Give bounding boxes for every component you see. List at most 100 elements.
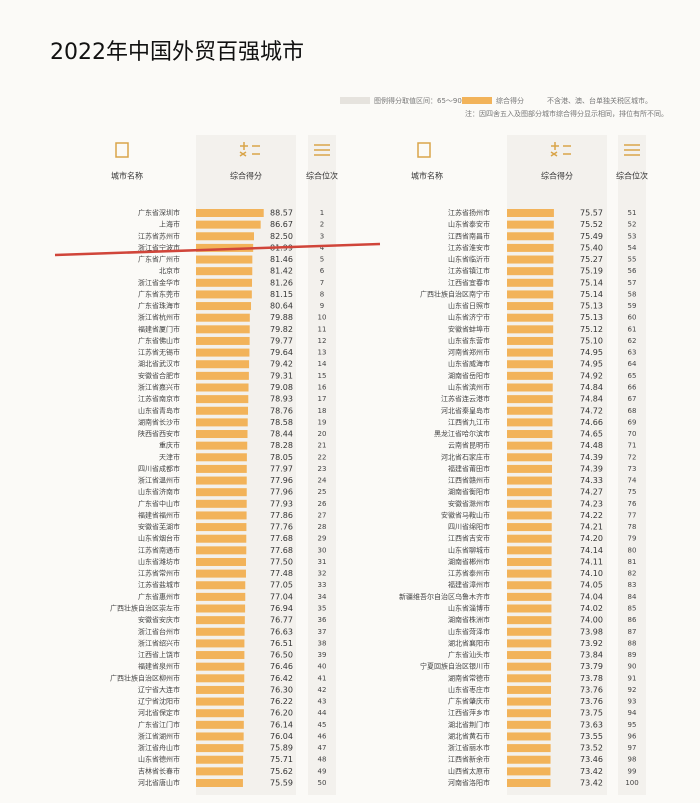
score: 73.55 [580,732,603,741]
score: 74.10 [580,569,603,578]
score-bar [196,406,249,415]
score-bar [507,220,554,229]
legend-range-swatch [340,97,370,104]
city-name: 山东省东营市 [448,336,490,345]
score-bar [507,232,554,241]
city-name: 山东省淄博市 [448,604,490,613]
score-bar [507,569,552,578]
city-name: 浙江省绍兴市 [138,638,180,647]
city-name: 浙江省舟山市 [138,743,180,752]
rank: 77 [628,511,637,519]
rank: 78 [628,523,637,531]
rank: 72 [628,453,637,461]
score: 86.67 [270,220,293,229]
score-bar [196,616,245,625]
score-bar [196,441,248,450]
score: 76.22 [270,697,293,706]
score: 73.84 [580,651,603,660]
score-bar [507,744,551,753]
city-name: 广东省肇庆市 [448,697,490,706]
score: 74.02 [580,604,603,613]
score: 74.95 [580,360,603,369]
city-name: 云南省昆明市 [448,441,490,450]
legend-range: 图例得分取值区间：65～90 [374,96,462,105]
score-bar [507,325,554,334]
score: 79.08 [270,383,293,392]
city-name: 新疆维吾尔自治区乌鲁木齐市 [399,592,490,601]
rank: 48 [318,756,327,764]
rank: 53 [628,232,637,240]
score-bar [507,732,551,741]
icons [115,142,640,158]
city-name: 黑龙江省哈尔滨市 [434,429,490,438]
rank: 21 [318,442,327,450]
rank: 2 [320,221,324,229]
score-bar [196,395,249,404]
score-bar [507,604,552,613]
legend-exclusion: 不含港、澳、台单独关税区城市。 [547,96,652,105]
rank: 22 [318,453,327,461]
city-name: 四川省绵阳市 [448,522,490,531]
score-bar [507,371,553,380]
city-name: 广西壮族自治区柳州市 [110,673,180,682]
city-name: 福建省厦门市 [138,324,180,333]
rank: 52 [628,221,637,229]
city-name: 安徽省芜湖市 [138,522,180,531]
rank: 85 [628,605,637,613]
rank: 79 [628,535,637,543]
score: 81.42 [270,267,293,276]
rank: 96 [628,732,637,740]
city-name: 山东省潍坊市 [138,557,180,566]
score: 74.27 [580,488,603,497]
score-bar [196,546,247,555]
score-bar [507,557,552,566]
rank: 45 [318,721,327,729]
rank: 5 [320,256,324,264]
score-bar [196,325,250,334]
score-bar [507,767,551,776]
score-bar [196,651,245,660]
score: 73.52 [580,744,603,753]
city-name: 湖北省荆门市 [448,720,490,729]
city-name: 湖南省衡阳市 [448,487,490,496]
score: 73.78 [580,674,603,683]
legend-score-swatch [462,97,492,104]
score-bar [507,430,553,439]
score: 75.13 [580,313,603,322]
score-bar [196,592,246,601]
score-bar [507,685,552,694]
score: 77.68 [270,534,293,543]
city-name: 浙江省台州市 [138,627,180,636]
city-name: 河南省洛阳市 [448,778,490,787]
score: 74.39 [580,453,603,462]
score-bar [507,499,552,508]
rank: 11 [318,325,327,333]
city-name: 广东省广州市 [138,255,180,264]
rank: 61 [628,325,637,333]
rank: 34 [318,593,327,601]
rank: 64 [628,360,637,368]
score-bar [196,534,247,543]
rank: 35 [318,605,327,613]
score-bar [196,209,264,217]
score: 74.95 [580,348,603,357]
city-name: 福建省福州市 [138,510,180,519]
score-bar [196,523,247,532]
score: 75.59 [270,779,293,788]
rank: 30 [318,546,327,554]
score: 73.92 [580,639,603,648]
rank: 28 [318,523,327,531]
legend-range-min: 65 [437,97,446,105]
score-bar [507,523,552,532]
rank: 95 [628,721,637,729]
rank: 36 [318,616,327,624]
score-bar [196,290,252,299]
city-name: 北京市 [159,266,180,275]
score: 77.97 [270,464,293,473]
score: 73.63 [580,720,603,729]
city-name: 河北省石家庄市 [441,452,490,461]
city-name: 山东省聊城市 [448,545,490,554]
score-bar [196,371,249,380]
score: 73.79 [580,662,603,671]
rank: 27 [318,511,327,519]
